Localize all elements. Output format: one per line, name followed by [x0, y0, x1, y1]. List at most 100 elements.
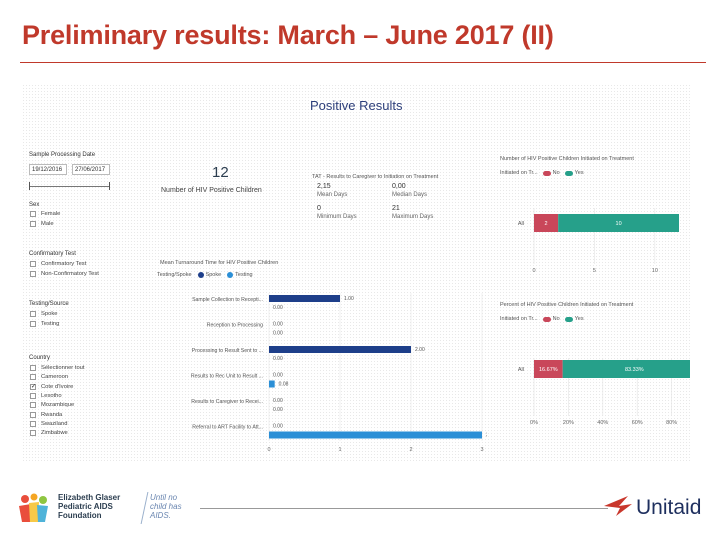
egpaf-name: Elizabeth Glaser Pediatric AIDS Foundati…	[58, 493, 120, 520]
bar-testing	[269, 380, 275, 388]
checkbox-label: Mozambique	[41, 402, 75, 409]
checkbox-icon	[30, 311, 36, 317]
checkmark-icon: ✓	[30, 383, 37, 390]
data-label: 1.00	[344, 296, 354, 302]
x-tick-label: 5	[593, 268, 596, 274]
data-label: 2.00	[415, 347, 425, 353]
legend-yes-label: Yes	[574, 316, 584, 322]
footer-line	[200, 508, 608, 509]
y-category-label: All	[518, 221, 524, 227]
data-label: 0.00	[273, 331, 283, 337]
checkbox-label: Confirmatory Test	[41, 261, 87, 267]
checkbox-country[interactable]: Mozambique	[30, 402, 75, 409]
initiated-chart-title: Number of HIV Positive Children Initiate…	[500, 156, 634, 162]
title-rule	[20, 62, 706, 63]
checkbox-country[interactable]: ✓ Cote d'Ivoire	[30, 383, 74, 390]
turnaround-legend: Testing/Spoke Spoke Testing	[157, 272, 253, 278]
y-category-label: All	[518, 367, 524, 373]
legend-no-label: No	[552, 170, 560, 176]
checkbox-icon	[30, 321, 36, 327]
egpaf-logo: Elizabeth Glaser Pediatric AIDS Foundati…	[16, 490, 196, 526]
tat-median-value: 0,00	[392, 183, 406, 190]
initiated-legend: Initiated on Tr... No Yes	[500, 170, 584, 176]
y-category-label: Results to Rec Unit to Result ...	[191, 374, 263, 380]
filter-sex-label: Sex	[29, 202, 40, 208]
checkbox-female[interactable]: Female	[30, 211, 60, 217]
x-tick-label: 1	[338, 447, 341, 453]
percent-legend: Initiated on Tr... No Yes	[500, 316, 584, 322]
date-from-input[interactable]: 19/12/2016	[29, 164, 67, 175]
checkbox-confirmatory[interactable]: Confirmatory Test	[30, 261, 86, 267]
legend-title: Initiated on Tr...	[500, 170, 538, 176]
percent-chart-title: Percent of HIV Positive Children Initiat…	[500, 302, 634, 308]
tat-title: TAT - Results to Caregiver to Initiation…	[312, 174, 439, 180]
egpaf-tagline-line: child has	[150, 502, 182, 511]
checkbox-label: Zimbabwe	[41, 430, 68, 437]
checkbox-non-confirmatory[interactable]: Non-Confirmatory Test	[30, 271, 99, 277]
checkbox-country[interactable]: Zimbabwe	[30, 430, 68, 437]
dashboard-title: Positive Results	[310, 98, 403, 113]
checkbox-country[interactable]: Cameroon	[30, 374, 68, 381]
egpaf-name-line: Elizabeth Glaser	[58, 493, 121, 502]
date-range-slider[interactable]	[29, 186, 110, 187]
checkbox-male[interactable]: Male	[30, 221, 54, 227]
checkbox-icon	[30, 365, 36, 371]
checkbox-label: Spoke	[41, 311, 58, 317]
unitaid-bird-icon	[604, 496, 632, 516]
checkbox-label: Cote d'Ivoire	[41, 383, 74, 390]
checkbox-country[interactable]: Lesotho	[30, 392, 62, 399]
x-tick-label: 20%	[563, 420, 574, 426]
egpaf-separator	[140, 492, 149, 524]
filter-testing-label: Testing/Source	[29, 301, 69, 307]
checkbox-icon	[30, 221, 36, 227]
checkbox-icon	[30, 411, 36, 418]
dashboard-screenshot: Positive Results Sample Processing Date …	[22, 84, 690, 462]
legend-no-swatch	[542, 316, 551, 322]
data-label: 3.00	[486, 433, 487, 439]
checkbox-country[interactable]: Rwanda	[30, 411, 62, 418]
legend-yes-label: Yes	[574, 170, 584, 176]
checkbox-label: Sélectionner tout	[41, 365, 85, 371]
checkbox-icon	[30, 374, 36, 381]
legend-title: Testing/Spoke	[157, 272, 192, 278]
x-tick-label: 80%	[666, 420, 677, 426]
bar-testing	[269, 431, 482, 439]
slider-handle-right[interactable]	[109, 182, 110, 190]
slider-handle-left[interactable]	[29, 182, 30, 190]
legend-no-swatch	[542, 170, 551, 176]
tat-max-label: Maximum Days	[392, 214, 434, 220]
turnaround-chart: 0 1 2 3 Sample Collection to Recepti... 1.00 0…	[191, 293, 487, 453]
tat-max-value: 21	[392, 205, 400, 212]
egpaf-children-icon	[19, 493, 48, 522]
tat-min-label: Minimum Days	[317, 214, 357, 220]
checkbox-country[interactable]: Swaziland	[30, 420, 68, 427]
x-tick-label: 10	[652, 268, 658, 274]
initiated-count-chart: 0 5 10 All 2 10	[518, 208, 679, 274]
checkbox-label: Testing	[41, 321, 60, 327]
slide-title: Preliminary results: March – June 2017 (…	[22, 20, 554, 50]
y-category-label: Reception to Processing	[207, 323, 263, 329]
legend-yes-swatch	[564, 316, 573, 322]
checkbox-country[interactable]: Sélectionner tout	[30, 365, 85, 371]
turnaround-chart-title: Mean Turnaround Time for HIV Positive Ch…	[160, 260, 279, 266]
data-label: 0.00	[273, 424, 283, 430]
tat-mean-value: 2,15	[317, 183, 331, 190]
checkbox-spoke[interactable]: Spoke	[30, 311, 57, 317]
date-to-input[interactable]: 27/06/2017	[72, 164, 110, 175]
filter-confirmatory-label: Confirmatory Test	[29, 251, 76, 257]
bar-spoke	[269, 295, 340, 302]
checkbox-testing[interactable]: Testing	[30, 321, 59, 327]
checkbox-label: Swaziland	[41, 420, 68, 427]
bar-no	[534, 214, 559, 232]
data-label: 10	[616, 221, 622, 227]
y-category-label: Referral to ART Facility to Att...	[192, 425, 263, 431]
data-label: 0.00	[273, 305, 283, 311]
bar-spoke	[269, 346, 411, 353]
y-category-label: Results to Caregiver to Recei...	[191, 399, 263, 405]
x-tick-label: 3	[480, 447, 483, 453]
bar-yes	[562, 360, 690, 378]
data-label: 0.00	[273, 398, 283, 404]
data-label: 0.00	[273, 322, 283, 328]
unitaid-wordmark: Unitaid	[636, 496, 702, 519]
filter-country-label: Country	[29, 355, 51, 361]
